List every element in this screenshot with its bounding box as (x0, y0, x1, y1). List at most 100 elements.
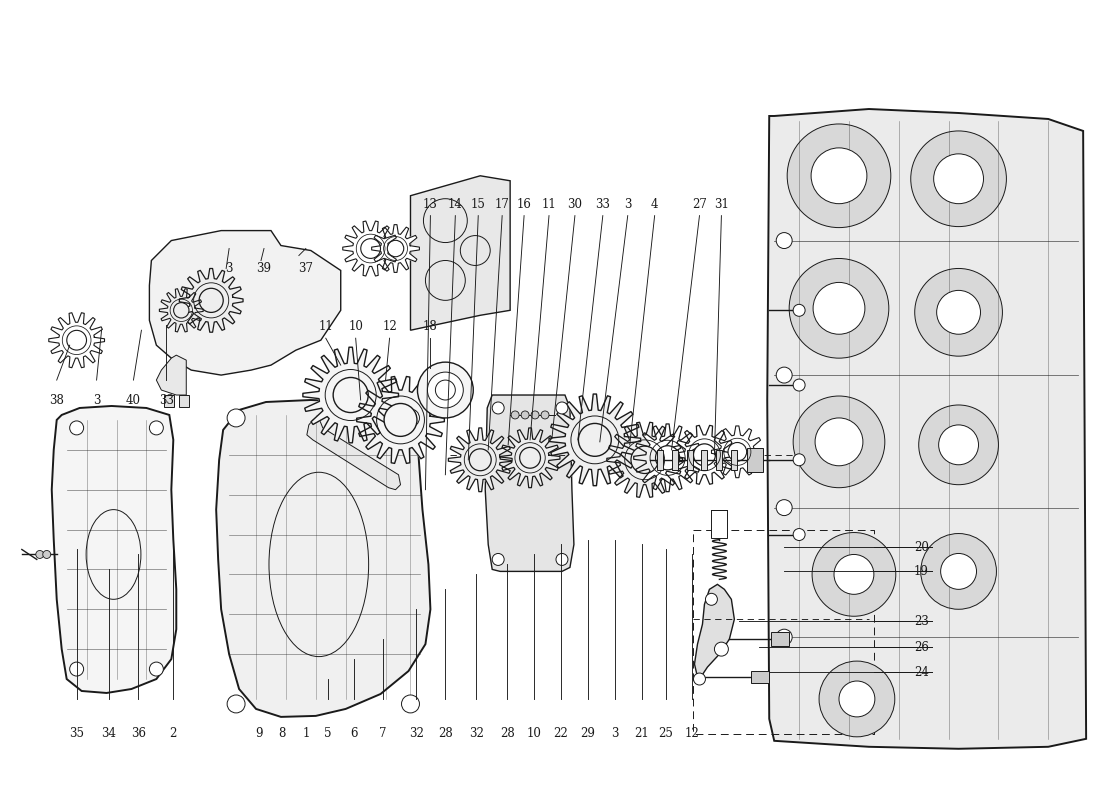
Circle shape (556, 554, 568, 566)
Circle shape (921, 534, 997, 610)
Circle shape (789, 258, 889, 358)
Circle shape (402, 695, 419, 713)
Text: 12: 12 (684, 727, 699, 740)
Circle shape (937, 290, 980, 334)
Bar (657, 450, 662, 470)
Text: 13: 13 (424, 198, 438, 210)
Circle shape (150, 662, 163, 676)
Text: 32: 32 (469, 727, 484, 740)
Text: 5: 5 (324, 727, 331, 740)
Circle shape (714, 642, 728, 656)
Circle shape (418, 362, 473, 418)
Circle shape (150, 421, 163, 435)
Circle shape (839, 681, 875, 717)
Polygon shape (607, 422, 682, 498)
Circle shape (531, 411, 539, 419)
Circle shape (793, 396, 884, 488)
Circle shape (428, 372, 463, 408)
Text: 31: 31 (714, 198, 729, 210)
Circle shape (777, 630, 792, 645)
Circle shape (470, 449, 492, 470)
Text: 10: 10 (527, 727, 541, 740)
Polygon shape (674, 426, 735, 484)
Circle shape (541, 411, 549, 419)
Circle shape (918, 405, 999, 485)
Circle shape (911, 131, 1006, 226)
Text: 30: 30 (568, 198, 582, 210)
Circle shape (793, 379, 805, 391)
Bar (672, 450, 678, 470)
Circle shape (834, 554, 873, 594)
Text: 34: 34 (101, 727, 116, 740)
Polygon shape (356, 377, 444, 463)
Polygon shape (48, 313, 104, 368)
Polygon shape (150, 230, 341, 375)
Circle shape (492, 554, 504, 566)
Polygon shape (597, 432, 660, 488)
Circle shape (811, 148, 867, 204)
Circle shape (579, 423, 612, 456)
Text: 11: 11 (318, 320, 333, 334)
Bar (732, 450, 737, 470)
Bar (716, 450, 723, 470)
Circle shape (777, 367, 792, 383)
Text: 3: 3 (624, 198, 631, 210)
Text: 39: 39 (256, 262, 272, 275)
Circle shape (812, 533, 895, 616)
Polygon shape (217, 400, 430, 717)
Text: 3: 3 (610, 727, 618, 740)
Circle shape (227, 409, 245, 427)
Circle shape (938, 425, 979, 465)
Circle shape (788, 124, 891, 228)
Polygon shape (302, 347, 398, 443)
Text: 25: 25 (658, 727, 673, 740)
Circle shape (940, 554, 977, 590)
Circle shape (915, 269, 1002, 356)
Circle shape (519, 447, 540, 468)
Circle shape (556, 402, 568, 414)
Bar (771, 632, 789, 646)
Text: 15: 15 (471, 198, 486, 210)
Text: 18: 18 (424, 320, 438, 334)
Text: 3: 3 (226, 262, 233, 275)
Text: 12: 12 (382, 320, 397, 334)
Circle shape (36, 550, 44, 558)
Bar (686, 450, 693, 470)
Text: 6: 6 (350, 727, 358, 740)
Text: 28: 28 (499, 727, 515, 740)
Polygon shape (694, 584, 735, 679)
Circle shape (227, 695, 245, 713)
Text: 27: 27 (692, 198, 707, 210)
Text: 20: 20 (914, 541, 928, 554)
Text: 40: 40 (126, 394, 141, 407)
Text: 24: 24 (914, 666, 928, 678)
Circle shape (815, 418, 862, 466)
Text: 23: 23 (914, 614, 928, 628)
Circle shape (693, 673, 705, 685)
Bar (712, 510, 727, 538)
Text: 19: 19 (914, 565, 928, 578)
Circle shape (384, 403, 417, 436)
Bar (702, 450, 707, 470)
Bar (164, 395, 174, 407)
Circle shape (387, 240, 404, 257)
Circle shape (693, 444, 715, 466)
Text: 28: 28 (438, 727, 453, 740)
Circle shape (521, 411, 529, 419)
Text: 26: 26 (914, 641, 928, 654)
Polygon shape (485, 395, 574, 571)
Circle shape (512, 411, 519, 419)
Circle shape (174, 302, 189, 318)
Polygon shape (767, 109, 1086, 749)
Circle shape (67, 330, 87, 350)
Polygon shape (52, 406, 176, 693)
Text: 1: 1 (302, 727, 309, 740)
Circle shape (934, 154, 983, 204)
Text: 11: 11 (541, 198, 557, 210)
Text: 3: 3 (92, 394, 100, 407)
Circle shape (492, 402, 504, 414)
Polygon shape (179, 269, 243, 332)
Text: 37: 37 (298, 262, 314, 275)
Circle shape (813, 282, 865, 334)
Polygon shape (160, 289, 204, 332)
